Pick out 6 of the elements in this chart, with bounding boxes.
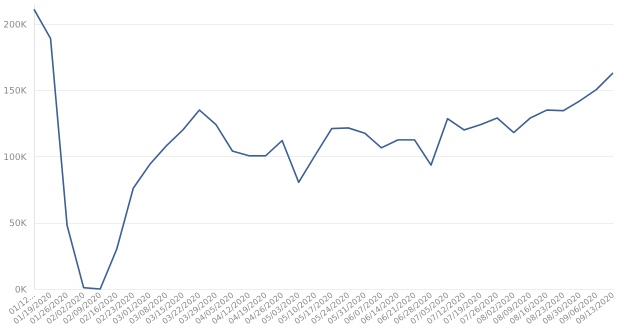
y-tick-label: 200K	[3, 20, 28, 30]
y-tick-label: 50K	[9, 219, 28, 230]
y-tick-label: 0K	[14, 286, 28, 296]
y-tick-label: 100K	[3, 152, 28, 163]
line-series	[33, 8, 614, 290]
y-tick-label: 150K	[3, 86, 28, 97]
